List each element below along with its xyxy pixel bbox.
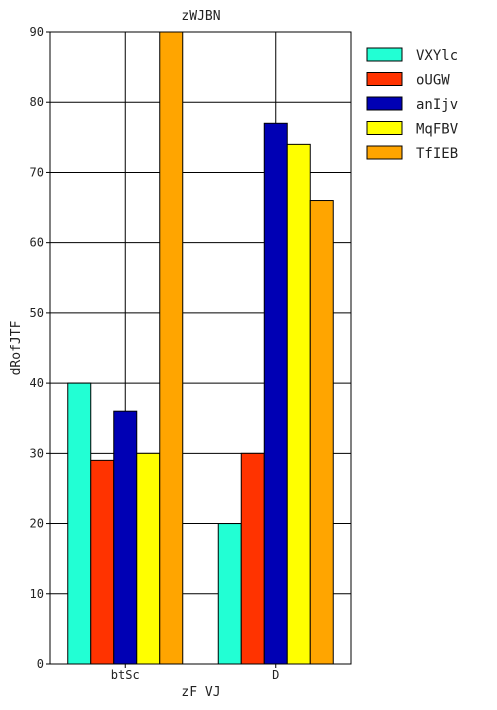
chart-title: zWJBN (181, 9, 220, 24)
y-tick-label: 60 (30, 236, 44, 250)
legend-label-anIjv: anIjv (416, 97, 458, 113)
legend-swatch-VXYlc (366, 47, 403, 62)
legend-label-VXYlc: VXYlc (416, 48, 458, 64)
legend-swatch-oUGW (366, 72, 403, 86)
bar-anIjv-btSc (113, 410, 138, 665)
y-tick-label: 0 (37, 657, 44, 671)
bar-oUGW-D (240, 452, 265, 665)
legend: VXYlc oUGW anIjv MqFBV TfIEB (366, 47, 459, 162)
bar-VXYlc-btSc (67, 382, 92, 665)
bar-MqFBV-D (286, 143, 311, 665)
y-tick-label: 90 (30, 25, 44, 39)
bar-TfIEB-D (309, 200, 334, 665)
y-tick-label: 40 (30, 376, 44, 390)
y-tick-label: 20 (30, 517, 44, 531)
x-axis-title: zF VJ (181, 685, 220, 700)
bars-group (67, 31, 334, 665)
legend-swatch-MqFBV (366, 121, 403, 135)
y-axis-title: dRofJTF (9, 320, 24, 375)
plot-area-frame (49, 31, 352, 665)
bar-VXYlc-D (217, 523, 242, 665)
y-tick-label: 70 (30, 165, 44, 179)
x-tick-label: btSc (111, 668, 140, 682)
y-axis: 0 10 20 30 40 50 60 70 80 90 (30, 25, 50, 671)
y-tick-label: 80 (30, 95, 44, 109)
legend-swatch-anIjv (366, 96, 403, 111)
bar-MqFBV-btSc (136, 452, 161, 665)
y-tick-label: 50 (30, 306, 44, 320)
x-axis: btSc D (111, 664, 279, 682)
legend-label-oUGW: oUGW (416, 73, 450, 89)
legend-swatch-TfIEB (366, 145, 403, 160)
legend-label-MqFBV: MqFBV (416, 122, 459, 138)
y-tick-label: 10 (30, 587, 44, 601)
bar-TfIEB-btSc (159, 31, 184, 665)
x-tick-label: D (272, 668, 279, 682)
bar-oUGW-btSc (90, 459, 115, 665)
bar-anIjv-D (263, 122, 288, 665)
y-tick-label: 30 (30, 446, 44, 460)
legend-label-TfIEB: TfIEB (416, 146, 458, 162)
